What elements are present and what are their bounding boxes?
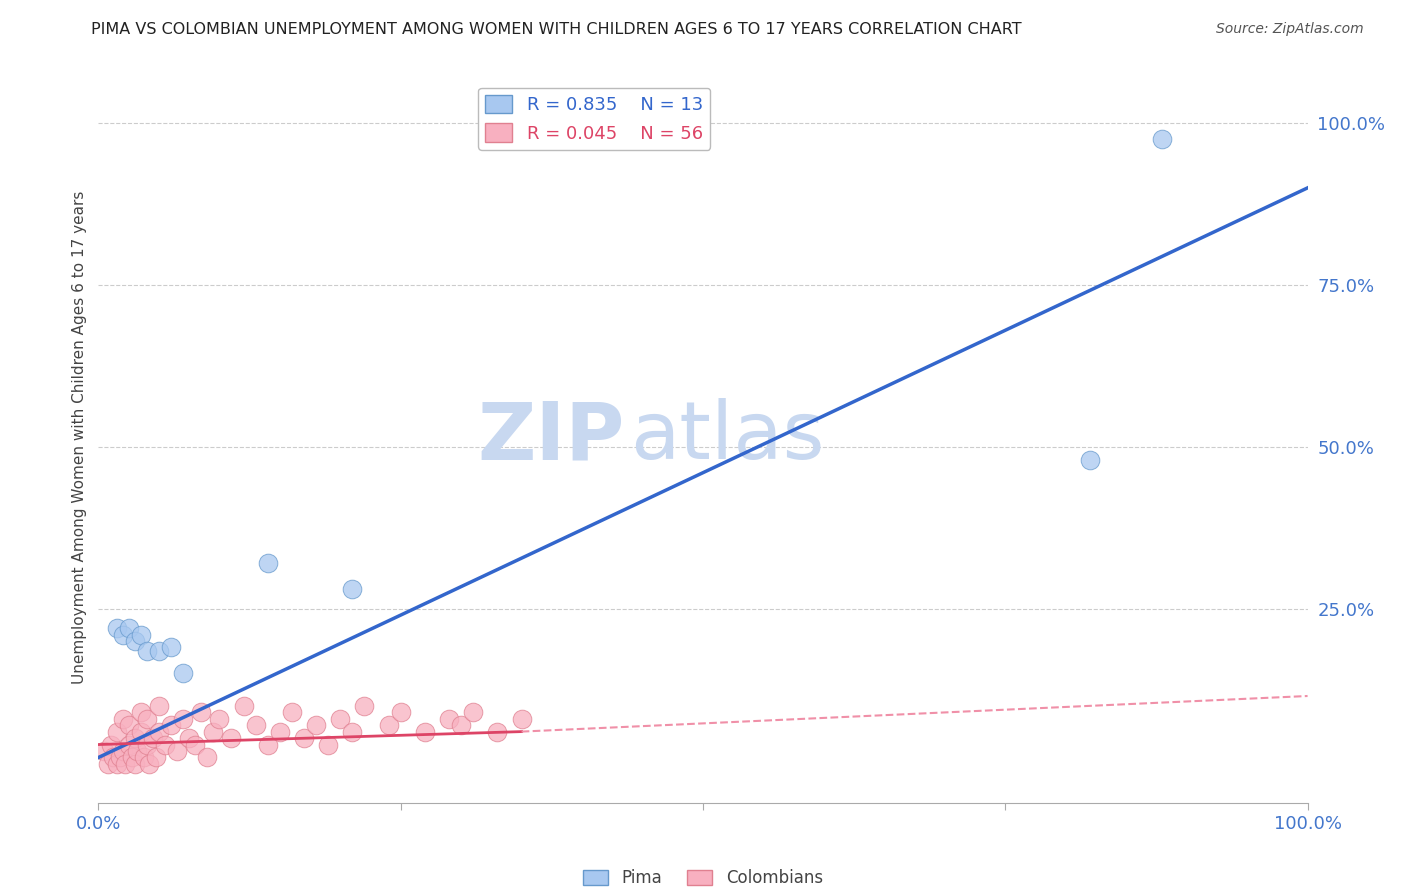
Point [437,712,460,726]
Point [135,712,157,726]
Point [202,724,225,739]
Text: Source: ZipAtlas.com: Source: ZipAtlas.com [1216,22,1364,37]
Point [160,640,183,655]
Point [232,698,254,713]
Point [93,744,115,758]
Point [160,718,183,732]
Point [190,705,212,719]
Point [179,731,201,745]
Point [256,557,278,571]
Point [134,750,156,764]
Point [510,712,533,726]
Point [138,756,160,771]
Point [1078,452,1101,467]
Point [135,643,157,657]
Point [281,705,304,719]
Point [124,731,146,745]
Point [245,718,267,732]
Point [342,582,364,597]
Point [105,756,128,771]
Point [329,712,352,726]
Point [292,731,315,745]
Point [135,738,157,752]
Point [195,750,218,764]
Point [111,744,134,758]
Text: atlas: atlas [630,398,825,476]
Point [389,705,412,719]
Point [184,738,207,752]
Point [129,705,152,719]
Point [153,738,176,752]
Point [148,724,170,739]
Point [1152,132,1174,146]
Point [413,724,436,739]
Point [101,750,124,764]
Legend: Pima, Colombians: Pima, Colombians [576,863,830,892]
Point [463,705,485,719]
Point [145,750,167,764]
Point [124,634,146,648]
Point [118,738,141,752]
Point [166,744,188,758]
Text: ZIP: ZIP [477,398,624,476]
Point [450,718,472,732]
Point [377,718,399,732]
Point [342,724,364,739]
Point [105,724,128,739]
Point [316,738,339,752]
Point [114,756,136,771]
Point [108,750,131,764]
Point [118,621,141,635]
Point [221,731,243,745]
Point [148,698,170,713]
Point [208,712,231,726]
Point [129,724,152,739]
Point [97,756,120,771]
Point [172,666,194,681]
Point [100,738,122,752]
Point [256,738,278,752]
Point [269,724,291,739]
Y-axis label: Unemployment Among Women with Children Ages 6 to 17 years: Unemployment Among Women with Children A… [72,190,87,684]
Point [172,712,194,726]
Point [118,718,141,732]
Point [124,756,146,771]
Point [148,643,170,657]
Point [486,724,509,739]
Point [142,731,165,745]
Point [105,621,128,635]
Point [121,750,143,764]
Point [305,718,328,732]
Point [111,627,134,641]
Point [127,744,149,758]
Point [129,627,152,641]
Point [111,712,134,726]
Point [353,698,375,713]
Text: PIMA VS COLOMBIAN UNEMPLOYMENT AMONG WOMEN WITH CHILDREN AGES 6 TO 17 YEARS CORR: PIMA VS COLOMBIAN UNEMPLOYMENT AMONG WOM… [91,22,1022,37]
